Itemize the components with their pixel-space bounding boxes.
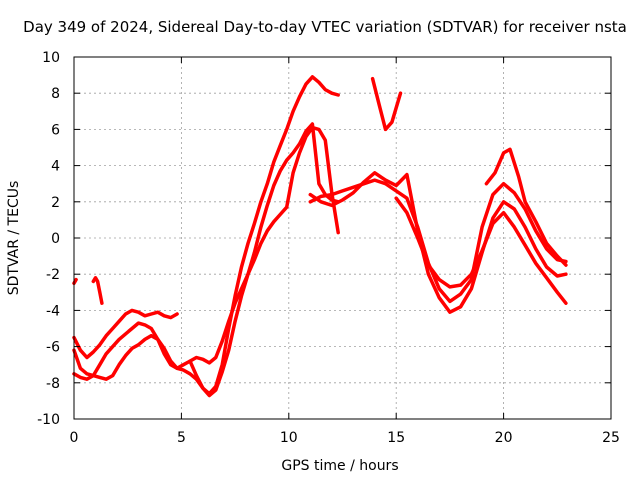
y-tick-label: -2 [46,267,60,283]
y-tick-label: -4 [46,303,60,319]
series-day-7 [484,147,568,267]
series-day-4 [308,178,568,304]
series-day-3 [72,122,340,398]
series-day-5 [308,171,568,314]
y-tick-label: 2 [51,195,60,211]
y-tick-label: -6 [46,340,60,356]
data-series [72,75,568,398]
y-tick-label: -10 [37,412,60,428]
x-tick-label: 0 [70,430,79,446]
x-tick-label: 25 [602,430,620,446]
y-tick-label: 8 [51,86,60,102]
x-tick-label: 15 [387,430,405,446]
x-axis-title: GPS time / hours [281,458,398,474]
series-fragment-b [370,76,403,132]
y-tick-label: 0 [51,231,60,247]
y-tick-label: 4 [51,159,60,175]
y-tick-label: 6 [51,122,60,138]
y-tick-label: 10 [42,50,60,66]
series-day-2 [72,125,340,378]
x-tick-label: 10 [280,430,298,446]
series-fragment-a [91,276,104,305]
series-day-6 [394,196,568,305]
x-tick-label: 5 [177,430,186,446]
y-tick-label: -8 [46,376,60,392]
grid [74,57,611,419]
chart-title: Day 349 of 2024, Sidereal Day-to-day VTE… [23,18,627,36]
axis-ticks: 0 5 10 15 20 25 -10 -8 -6 -4 -2 0 2 4 6 8 10 [37,50,620,446]
series-day-1 [72,75,340,396]
x-tick-label: 20 [495,430,513,446]
y-axis-title: SDTVAR / TECUs [6,181,22,296]
